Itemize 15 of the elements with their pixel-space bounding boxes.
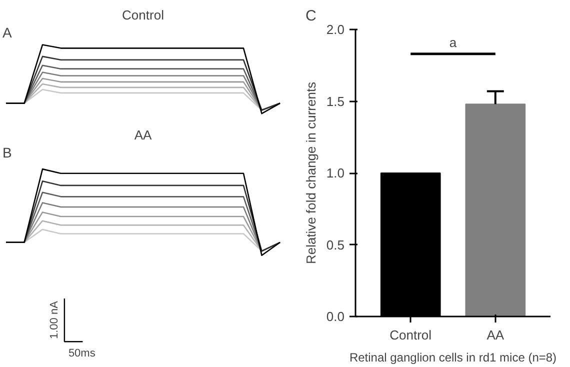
y-tick-label: 0.0 — [326, 309, 345, 324]
text: B — [2, 144, 12, 160]
text: A — [2, 24, 12, 40]
y-tick-label: 1.0 — [326, 166, 345, 180]
y-tick-label: 2.0 — [326, 22, 345, 37]
chart-title: Control — [122, 8, 164, 22]
annotation: a — [449, 34, 458, 50]
chart-title: AA — [134, 128, 152, 142]
x-axis-title: Retinal ganglion cells in rd1 mice (n=8) — [349, 350, 557, 364]
text: 1.00 nA — [48, 300, 60, 340]
y-tick-label: 0.5 — [326, 237, 345, 252]
text: 50ms — [68, 348, 96, 360]
y-tick-label: 1.5 — [326, 94, 345, 109]
text: C — [306, 8, 316, 24]
y-axis-title: Relative fold change in currents — [303, 81, 318, 264]
